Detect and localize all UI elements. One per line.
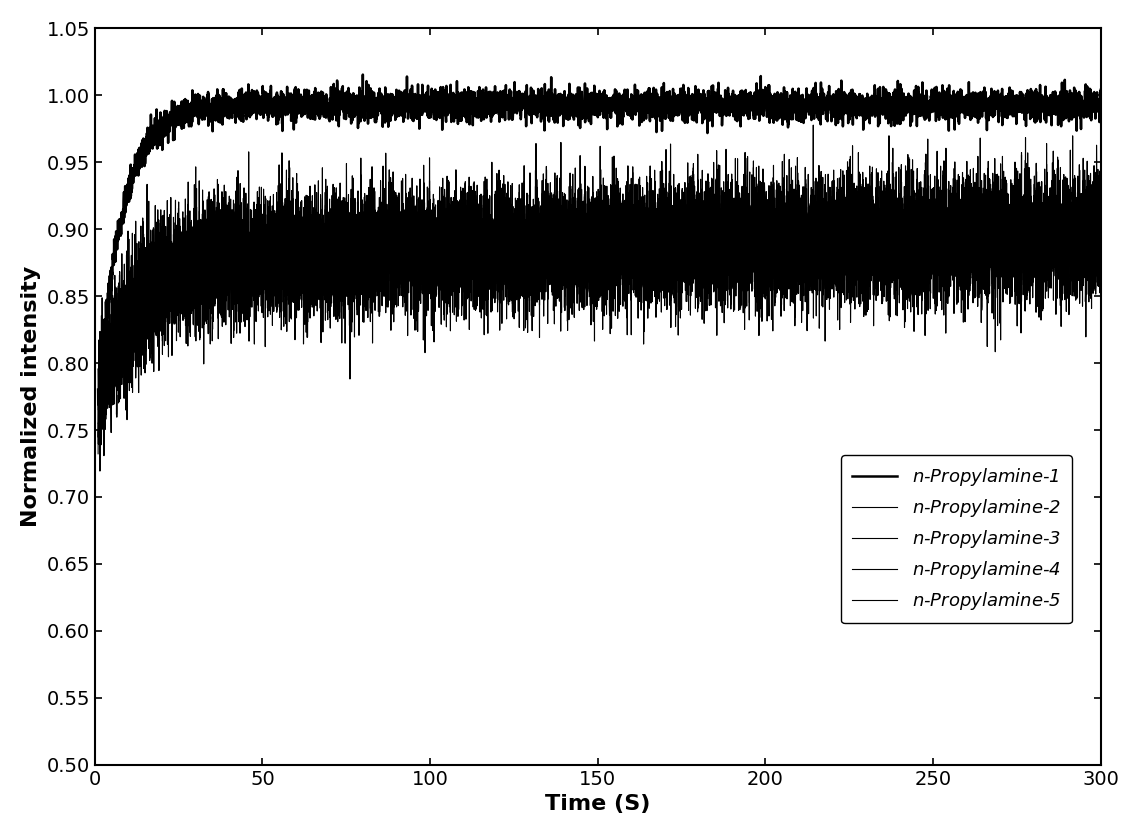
Y-axis label: Normalized intensity: Normalized intensity <box>21 266 41 527</box>
Legend: $n$-Propylamine-1, $n$-Propylamine-2, $n$-Propylamine-3, $n$-Propylamine-4, $n$-: $n$-Propylamine-1, $n$-Propylamine-2, $n… <box>841 455 1072 623</box>
X-axis label: Time (S): Time (S) <box>545 794 651 814</box>
